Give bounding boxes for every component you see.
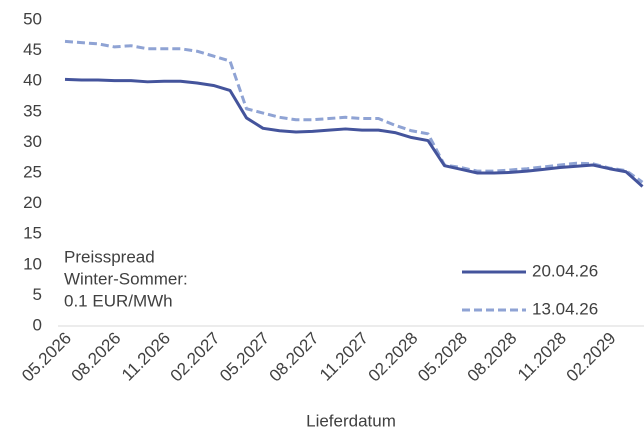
y-tick-label: 40 bbox=[23, 71, 42, 90]
annotation: Winter-Sommer: bbox=[64, 269, 188, 288]
legend-label: 20.04.26 bbox=[532, 261, 598, 280]
x-tick-label: 11.2026 bbox=[118, 329, 174, 385]
y-tick-label: 50 bbox=[23, 9, 42, 28]
x-tick-label: 11.2028 bbox=[514, 329, 570, 385]
x-tick-label: 05.2026 bbox=[18, 329, 75, 386]
x-tick-label: 02.2027 bbox=[167, 329, 224, 386]
y-tick-label: 15 bbox=[23, 224, 42, 243]
annotation: 0.1 EUR/MWh bbox=[64, 291, 173, 310]
x-axis-title: Lieferdatum bbox=[306, 411, 396, 430]
y-tick-label: 35 bbox=[23, 101, 42, 120]
y-tick-label: 25 bbox=[23, 162, 42, 181]
x-tick-label: 02.2029 bbox=[563, 329, 620, 386]
annotation: Preisspread bbox=[64, 247, 155, 266]
legend-label: 13.04.26 bbox=[532, 299, 598, 318]
y-tick-label: 5 bbox=[33, 285, 42, 304]
y-tick-label: 0 bbox=[33, 315, 42, 334]
y-tick-label: 45 bbox=[23, 40, 42, 59]
y-tick-label: 20 bbox=[23, 193, 42, 212]
x-tick-label: 08.2028 bbox=[464, 329, 521, 386]
x-tick-label: 08.2026 bbox=[68, 329, 125, 386]
y-tick-label: 30 bbox=[23, 132, 42, 151]
x-tick-label: 05.2027 bbox=[216, 329, 273, 386]
y-tick-label: 10 bbox=[23, 254, 42, 273]
line-series bbox=[64, 77, 644, 188]
x-tick-label: 11.2027 bbox=[316, 329, 372, 385]
x-tick-label: 02.2028 bbox=[365, 329, 422, 386]
x-tick-label: 05.2028 bbox=[414, 329, 471, 386]
x-tick-label: 08.2027 bbox=[266, 329, 323, 386]
line-series bbox=[64, 39, 644, 184]
